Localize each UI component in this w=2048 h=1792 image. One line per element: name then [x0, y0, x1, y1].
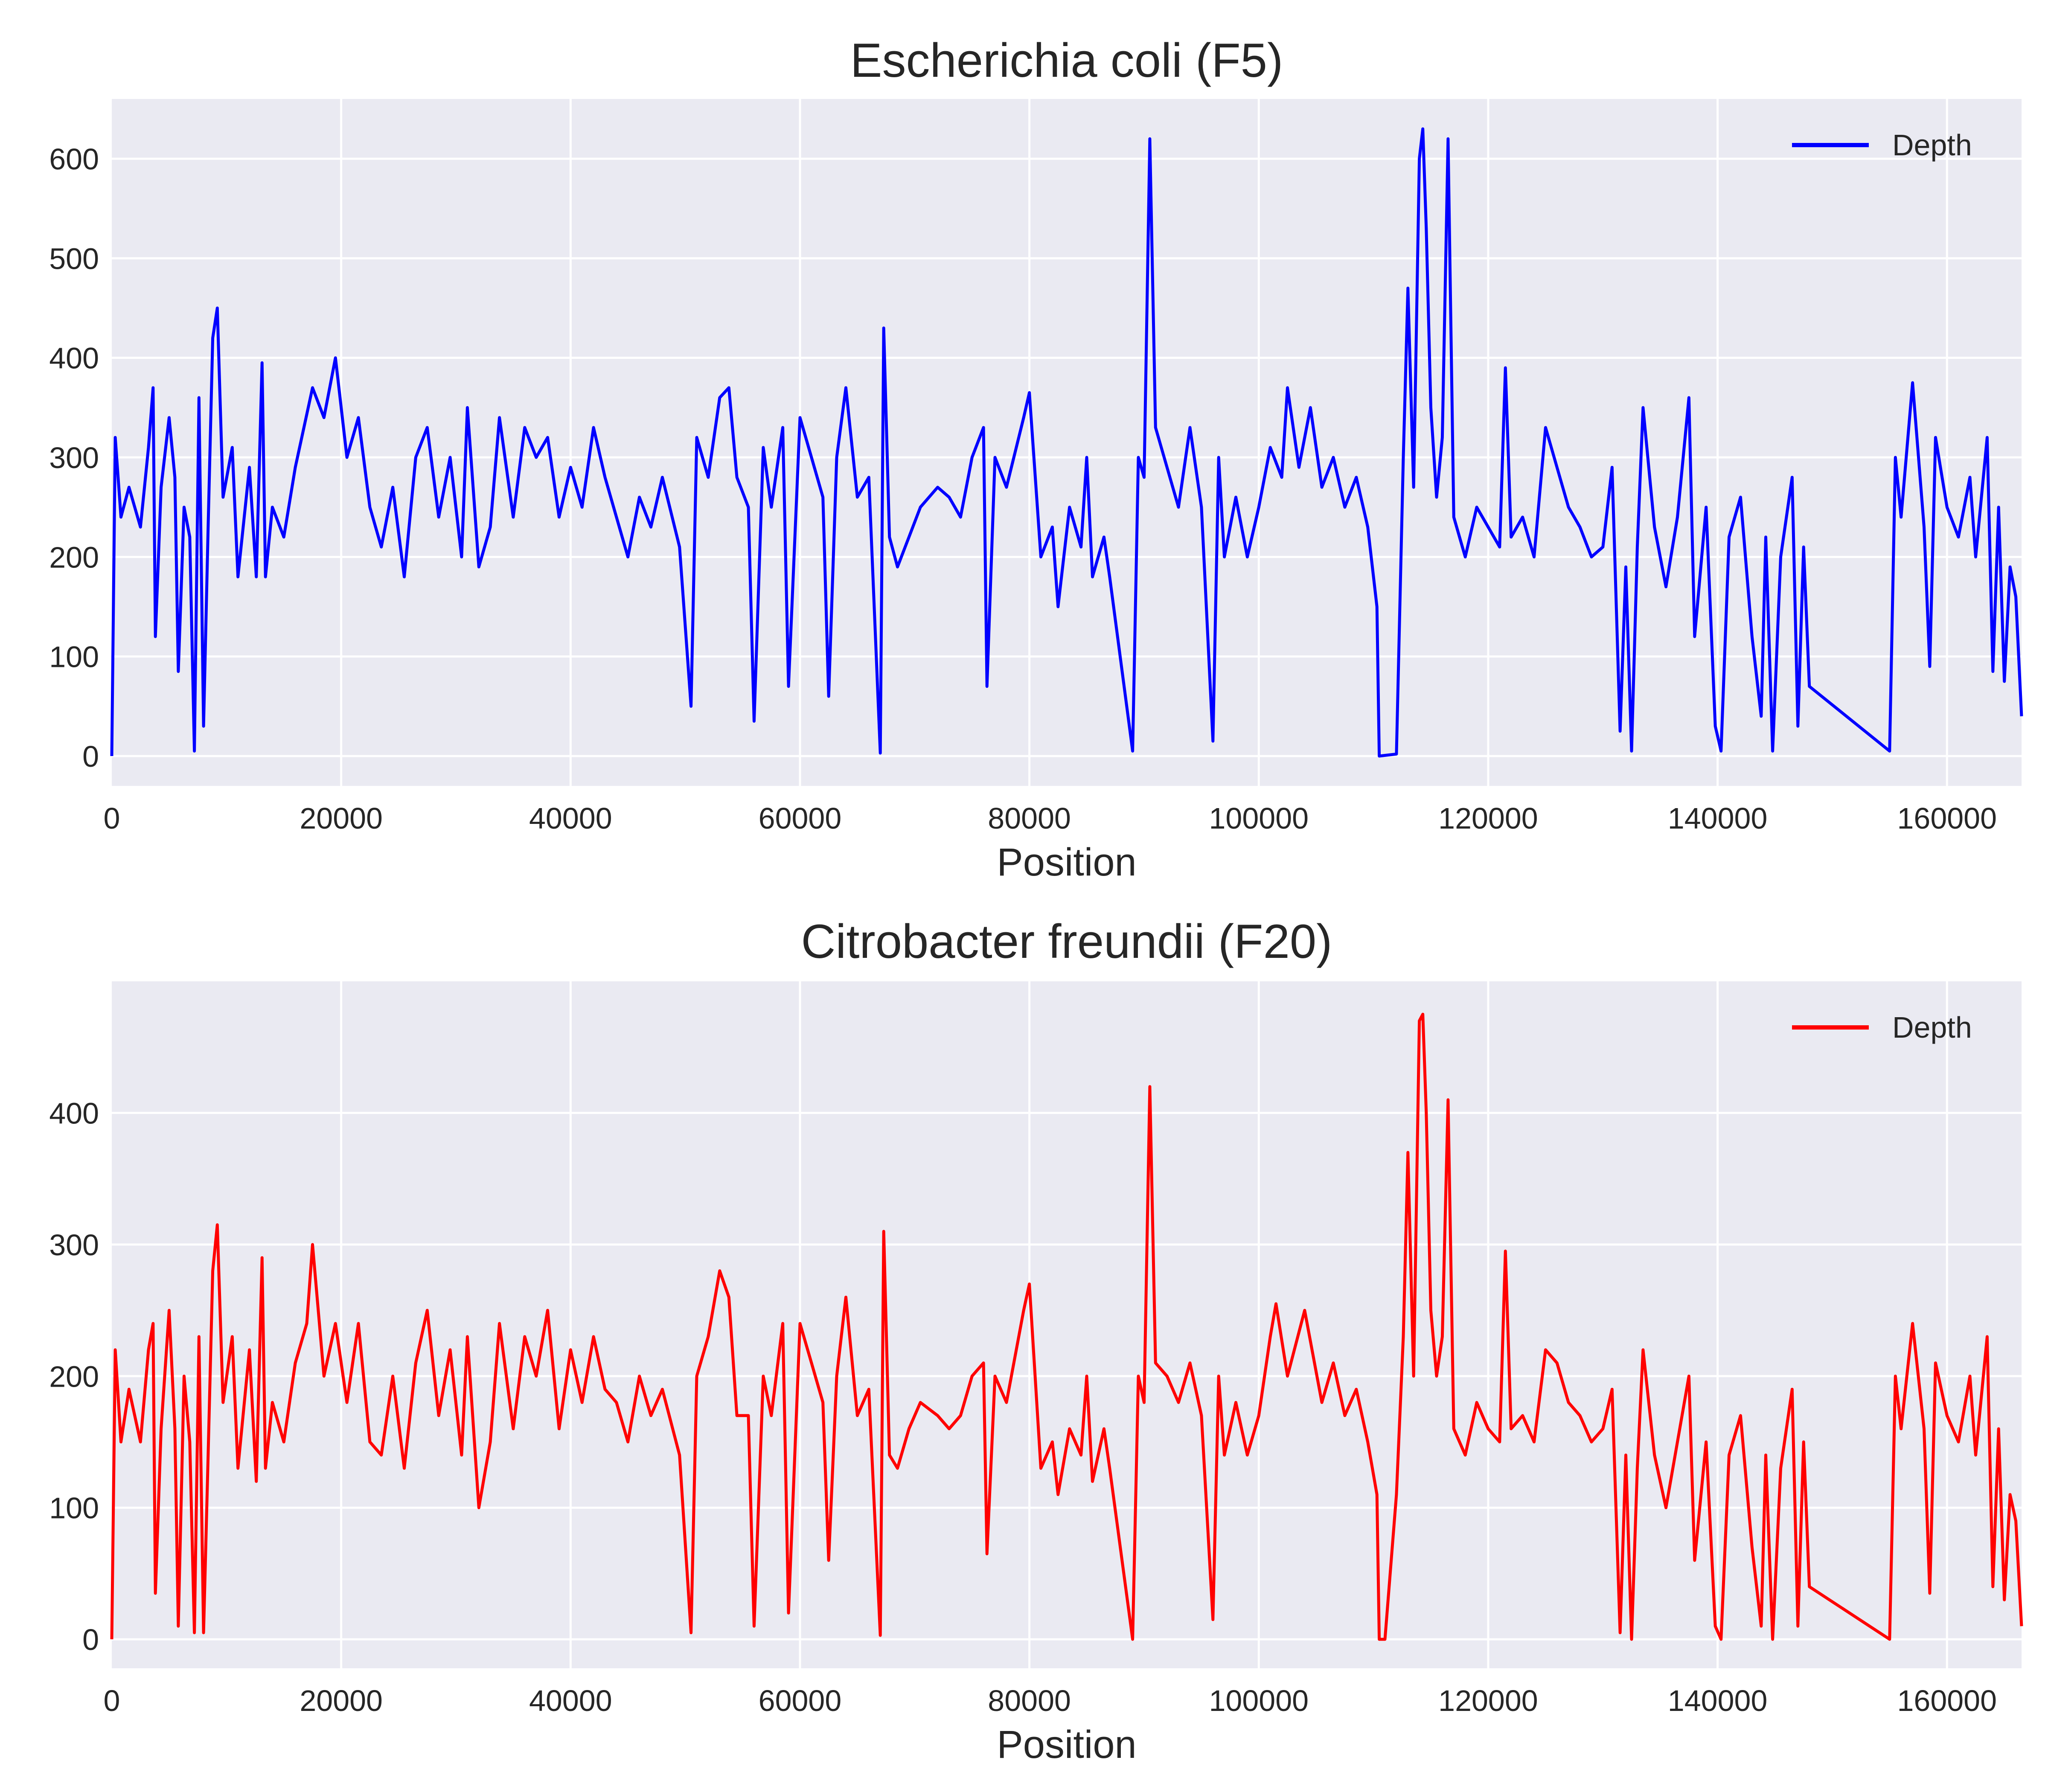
x-tick-labels: 0 20000 40000 60000 80000 100000 120000 140000 1… — [104, 1684, 1997, 1717]
y-tick-label: 300 — [49, 1228, 99, 1262]
x-tick-label: 60000 — [759, 802, 842, 835]
y-tick-labels: 0 100 200 300 400 — [49, 1097, 99, 1656]
y-tick-label: 200 — [49, 1360, 99, 1393]
x-axis-label: Position — [997, 841, 1136, 884]
y-tick-label: 600 — [49, 143, 99, 176]
y-tick-labels: 0 100 200 300 400 500 600 — [49, 143, 99, 773]
x-tick-label: 20000 — [300, 802, 383, 835]
grid — [112, 981, 2022, 1668]
series-line-group — [110, 127, 2023, 758]
x-tick-label: 40000 — [529, 802, 612, 835]
plot-area — [112, 981, 2022, 1668]
x-tick-label: 120000 — [1438, 1684, 1538, 1717]
x-tick-label: 100000 — [1209, 1684, 1309, 1717]
legend-label: Depth — [1892, 1011, 1972, 1044]
series-line-0 — [110, 1012, 2023, 1641]
y-tick-label: 500 — [49, 242, 99, 275]
y-tick-label: 400 — [49, 342, 99, 375]
series-line-0 — [110, 127, 2023, 758]
x-tick-label: 160000 — [1897, 802, 1997, 835]
chart-panel-citrobacter-freundii: Citrobacter freundii (F20) 0 20000 40000 60… — [49, 915, 2023, 1766]
x-tick-label: 120000 — [1438, 802, 1538, 835]
chart-title: Citrobacter freundii (F20) — [801, 915, 1332, 968]
x-tick-label: 140000 — [1668, 1684, 1768, 1717]
y-tick-label: 400 — [49, 1097, 99, 1130]
y-tick-label: 300 — [49, 441, 99, 474]
legend: Depth — [1792, 1011, 1972, 1044]
legend-label: Depth — [1892, 128, 1972, 162]
legend: Depth — [1792, 128, 1972, 162]
plot-area — [112, 99, 2022, 786]
y-tick-label: 100 — [49, 1492, 99, 1525]
chart-title: Escherichia coli (F5) — [850, 34, 1283, 87]
x-tick-label: 100000 — [1209, 802, 1309, 835]
chart-panel-escherichia-coli: Escherichia coli (F5) 0 20000 40000 60000 80… — [49, 34, 2023, 884]
x-tick-label: 60000 — [759, 1684, 842, 1717]
x-tick-label: 160000 — [1897, 1684, 1997, 1717]
series-line-group — [110, 1012, 2023, 1641]
x-tick-label: 0 — [104, 1684, 120, 1717]
y-tick-label: 200 — [49, 541, 99, 574]
x-tick-labels: 0 20000 40000 60000 80000 100000 120000 140000 1… — [104, 802, 1997, 835]
x-axis-label: Position — [997, 1723, 1136, 1766]
x-tick-label: 80000 — [988, 802, 1071, 835]
y-tick-label: 0 — [82, 1623, 99, 1656]
x-tick-label: 80000 — [988, 1684, 1071, 1717]
x-tick-label: 20000 — [300, 1684, 383, 1717]
y-tick-label: 0 — [82, 740, 99, 773]
x-tick-label: 40000 — [529, 1684, 612, 1717]
y-tick-label: 100 — [49, 640, 99, 674]
x-tick-label: 140000 — [1668, 802, 1768, 835]
x-tick-label: 0 — [104, 802, 120, 835]
